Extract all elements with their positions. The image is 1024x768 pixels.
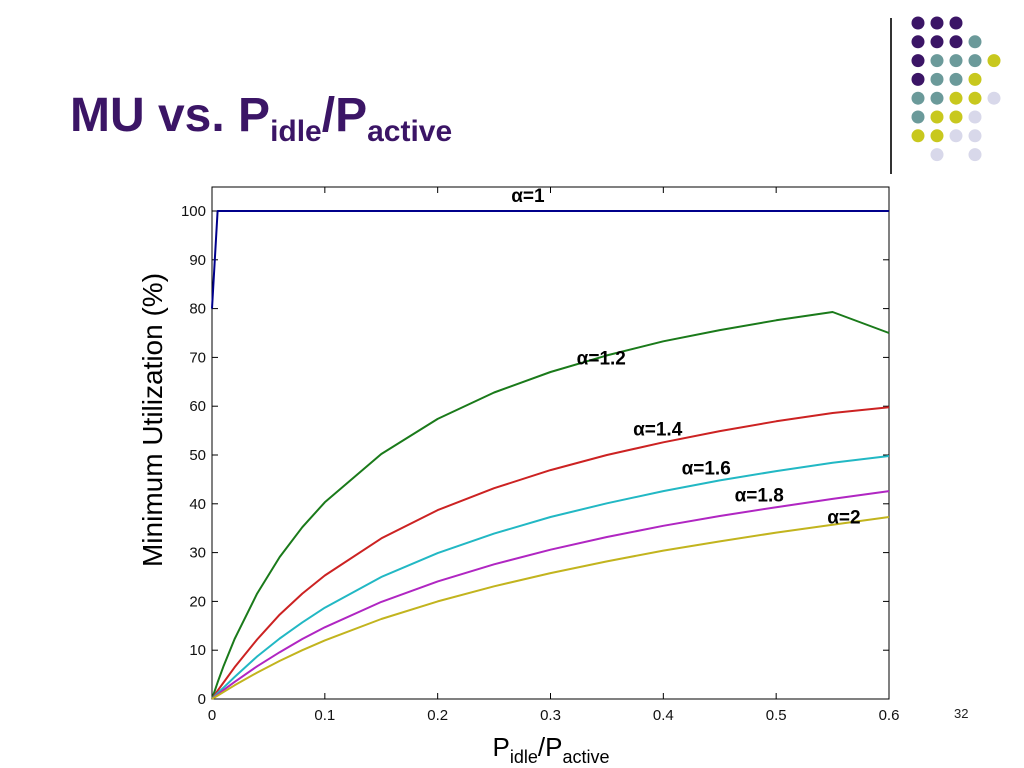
y-tick-label: 10	[189, 642, 206, 659]
decorative-dot	[949, 54, 963, 68]
decorative-dot	[911, 110, 925, 124]
x-tick-label: 0.4	[653, 707, 674, 724]
y-tick-label: 40	[189, 496, 206, 513]
y-tick-label: 100	[181, 203, 206, 220]
x-axis-label-part: P	[493, 732, 510, 762]
x-axis-label: Pidle/Pactive	[493, 732, 610, 767]
title-subscript-idle: idle	[270, 115, 322, 148]
decorative-dot	[911, 54, 925, 68]
decorative-dot	[930, 110, 944, 124]
x-tick-label: 0	[208, 707, 216, 724]
decorative-dot	[930, 148, 944, 162]
x-tick-label: 0.1	[314, 707, 335, 724]
series-line	[211, 311, 890, 700]
y-tick-label: 90	[189, 252, 206, 269]
y-tick-label: 30	[189, 545, 206, 562]
title-divider	[890, 18, 892, 174]
series-line	[211, 516, 890, 700]
decorative-dot	[968, 54, 982, 68]
x-axis-label-part: /P	[538, 732, 563, 762]
slide-title: MU vs. Pidle/Pactive	[70, 92, 452, 147]
series-label: α=1.4	[633, 419, 683, 440]
decorative-dot	[949, 110, 963, 124]
plot-frame	[211, 186, 890, 700]
decorative-dot	[968, 35, 982, 49]
x-tick-label: 0.6	[879, 707, 900, 724]
x-axis-label-subscript: idle	[510, 747, 538, 767]
y-tick-label: 60	[189, 398, 206, 415]
decorative-dot	[930, 54, 944, 68]
decorative-dot	[911, 16, 925, 30]
decorative-dot	[949, 35, 963, 49]
x-axis-label-subscript: active	[562, 747, 609, 767]
y-tick-label: 20	[189, 593, 206, 610]
decorative-dot	[968, 129, 982, 143]
y-tick-label: 0	[198, 691, 206, 708]
decorative-dot	[987, 54, 1001, 68]
series-line	[211, 210, 889, 309]
decorative-dot	[930, 91, 944, 105]
x-tick-label: 0.5	[766, 707, 787, 724]
decorative-dot	[968, 91, 982, 105]
decorative-dot	[930, 72, 944, 86]
series-label: α=1	[511, 186, 545, 207]
decorative-dot	[968, 148, 982, 162]
slide-number: 32	[954, 706, 969, 721]
decorative-dot	[968, 72, 982, 86]
decorative-dot	[949, 129, 963, 143]
decorative-dot	[911, 35, 925, 49]
y-tick-label: 70	[189, 349, 206, 366]
x-tick-label: 0.2	[427, 707, 448, 724]
series-line	[211, 490, 890, 700]
x-tick-label: 0.3	[540, 707, 561, 724]
series-label: α=2	[827, 507, 860, 528]
series-line	[211, 406, 890, 700]
decorative-dot	[930, 16, 944, 30]
decorative-dot	[911, 72, 925, 86]
y-axis-label: Minimum Utilization (%)	[137, 273, 168, 567]
decorative-dot	[930, 35, 944, 49]
decorative-dot	[930, 129, 944, 143]
y-tick-label: 80	[189, 301, 206, 318]
decorative-dot-grid	[911, 16, 1001, 162]
decorative-dot	[911, 91, 925, 105]
decorative-dot	[949, 91, 963, 105]
decorative-dot	[987, 91, 1001, 105]
series-label: α=1.2	[577, 349, 626, 370]
series-line	[211, 455, 890, 700]
title-subscript-active: active	[367, 115, 453, 148]
decorative-dot	[949, 72, 963, 86]
title-main: MU vs. P	[70, 89, 271, 142]
series-label: α=1.8	[735, 485, 784, 506]
series-label: α=1.6	[682, 459, 731, 480]
title-separator: /P	[321, 89, 368, 142]
decorative-dot	[949, 16, 963, 30]
decorative-dot	[968, 110, 982, 124]
y-tick-label: 50	[189, 447, 206, 464]
decorative-dot	[911, 129, 925, 143]
